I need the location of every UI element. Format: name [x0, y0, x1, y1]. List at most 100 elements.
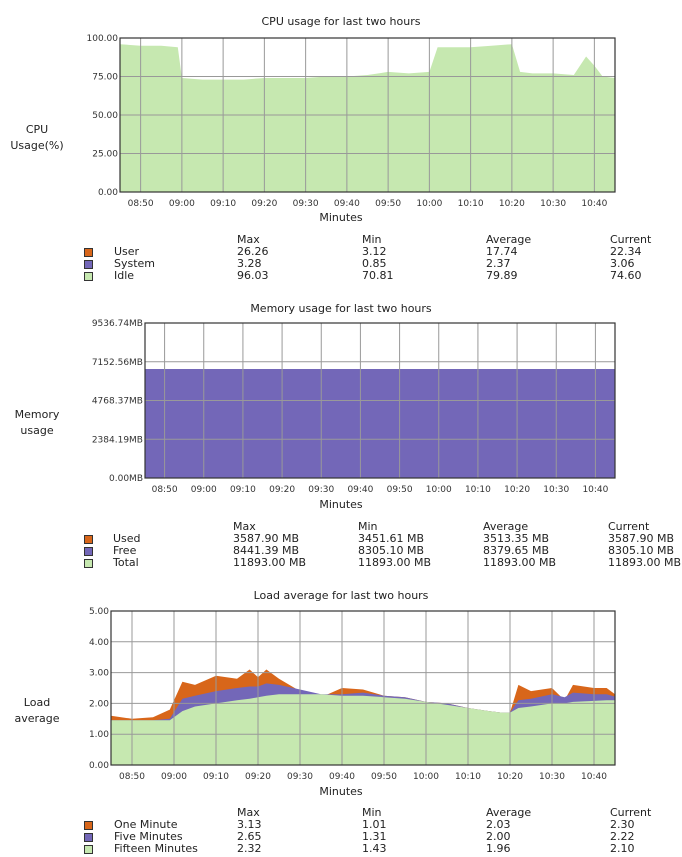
stat-header-average: Average	[486, 233, 532, 246]
x-tick-label: 09:30	[308, 485, 334, 495]
stat-current: 74.60	[610, 269, 642, 282]
stat-min: 1.31	[362, 830, 387, 843]
memory-stats-header: Max Min Average Current	[0, 521, 682, 533]
x-tick-label: 10:30	[540, 199, 566, 209]
stat-row-label: System	[114, 257, 156, 270]
x-tick-label: 10:00	[426, 485, 452, 495]
stat-row-label: Total	[113, 556, 139, 569]
cpu-chart: 08:50 09:00 09:10 09:20 09:30 09:40 09:50 10:00…	[87, 34, 616, 209]
y-tick-label: 4768.37MB	[92, 397, 143, 407]
x-tick-label: 09:50	[375, 199, 401, 209]
stat-average: 8379.65 MB	[483, 544, 550, 557]
memory-chart-title: Memory usage for last two hours	[250, 302, 432, 315]
y-tick-label: 7152.56MB	[92, 358, 143, 368]
y-tick-label: 25.00	[92, 150, 118, 160]
x-tick-label: 08:50	[119, 772, 145, 782]
stat-header-current: Current	[610, 233, 652, 246]
x-tick-label: 10:30	[539, 772, 565, 782]
stat-header-min: Min	[358, 520, 378, 533]
stat-row-user: User 26.26 3.12 17.74 22.34	[0, 246, 682, 258]
stat-max: 2.65	[237, 830, 262, 843]
y-tick-label: 50.00	[92, 111, 118, 121]
stat-row-free: Free 8441.39 MB 8305.10 MB 8379.65 MB 83…	[0, 545, 682, 557]
x-tick-label: 09:10	[210, 199, 236, 209]
stat-current: 22.34	[610, 245, 642, 258]
stat-row-system: System 3.28 0.85 2.37 3.06	[0, 258, 682, 270]
free-legend-swatch	[84, 547, 93, 556]
x-tick-label: 09:40	[329, 772, 355, 782]
x-tick-label: 10:40	[581, 199, 607, 209]
x-tick-label: 10:10	[465, 485, 491, 495]
series-area-free	[145, 369, 615, 478]
x-tick-label: 08:50	[152, 485, 178, 495]
x-tick-label: 10:10	[458, 199, 484, 209]
x-tick-label: 10:00	[416, 199, 442, 209]
x-tick-label: 09:40	[347, 485, 373, 495]
plot-frame	[144, 322, 616, 479]
stat-average: 2.03	[486, 818, 511, 831]
x-tick-label: 10:20	[497, 772, 523, 782]
used-legend-swatch	[84, 535, 93, 544]
cpu-chart-title: CPU usage for last two hours	[261, 15, 421, 28]
stat-header-average: Average	[486, 806, 532, 819]
load-x-axis-label: Minutes	[319, 785, 363, 798]
stat-min: 11893.00 MB	[358, 556, 432, 569]
stat-max: 96.03	[237, 269, 269, 282]
stat-average: 2.37	[486, 257, 511, 270]
stat-header-max: Max	[237, 233, 260, 246]
stat-max: 3.28	[237, 257, 262, 270]
one-minute-legend-swatch	[84, 821, 93, 830]
stat-current: 11893.00 MB	[608, 556, 682, 569]
x-tick-label: 10:40	[581, 772, 607, 782]
series-area-idle	[120, 44, 615, 193]
load-chart-title: Load average for last two hours	[253, 589, 429, 602]
x-tick-label: 09:10	[203, 772, 229, 782]
x-tick-label: 10:10	[455, 772, 481, 782]
stat-average: 11893.00 MB	[483, 556, 557, 569]
stat-current: 3587.90 MB	[608, 532, 675, 545]
stat-max: 3.13	[237, 818, 262, 831]
stat-average: 1.96	[486, 842, 511, 855]
stat-header-min: Min	[362, 806, 382, 819]
y-tick-label: 2384.19MB	[92, 435, 143, 445]
stat-max: 2.32	[237, 842, 262, 855]
idle-legend-swatch	[84, 272, 93, 281]
stat-row-label: Idle	[114, 269, 135, 282]
stat-average: 2.00	[486, 830, 511, 843]
memory-x-axis-label: Minutes	[319, 498, 363, 511]
stat-min: 3.12	[362, 245, 387, 258]
x-tick-label: 10:30	[543, 485, 569, 495]
y-tick-label: 3.00	[89, 669, 109, 679]
stat-row-total: Total 11893.00 MB 11893.00 MB 11893.00 M…	[0, 557, 682, 569]
x-tick-label: 09:50	[371, 772, 397, 782]
memory-chart: 08:50 09:00 09:10 09:20 09:30 09:40 09:50 10:00…	[92, 319, 616, 495]
stat-min: 8305.10 MB	[358, 544, 425, 557]
user-legend-swatch	[84, 248, 93, 257]
cpu-x-axis-label: Minutes	[319, 211, 363, 224]
cpu-stats-header: Max Min Average Current	[0, 234, 682, 246]
x-tick-label: 09:40	[334, 199, 360, 209]
x-tick-label: 09:20	[245, 772, 271, 782]
y-tick-label: 5.00	[89, 607, 109, 617]
stat-header-max: Max	[233, 520, 256, 533]
stat-min: 70.81	[362, 269, 394, 282]
y-tick-label: 9536.74MB	[92, 319, 143, 329]
stat-current: 8305.10 MB	[608, 544, 675, 557]
x-tick-label: 10:20	[499, 199, 525, 209]
x-tick-label: 10:40	[582, 485, 608, 495]
stat-current: 2.22	[610, 830, 635, 843]
stat-row-idle: Idle 96.03 70.81 79.89 74.60	[0, 270, 682, 282]
x-tick-label: 09:30	[293, 199, 319, 209]
x-tick-label: 08:50	[128, 199, 154, 209]
x-tick-label: 09:50	[387, 485, 413, 495]
system-legend-swatch	[84, 260, 93, 269]
plot-frame	[110, 610, 616, 766]
series-area-fifteen-minutes	[111, 694, 615, 765]
stat-min: 1.43	[362, 842, 387, 855]
stat-header-min: Min	[362, 233, 382, 246]
stat-row-label: Five Minutes	[114, 830, 183, 843]
stat-row-label: User	[114, 245, 140, 258]
stat-average: 17.74	[486, 245, 518, 258]
plot-frame	[119, 37, 616, 193]
stat-min: 1.01	[362, 818, 387, 831]
